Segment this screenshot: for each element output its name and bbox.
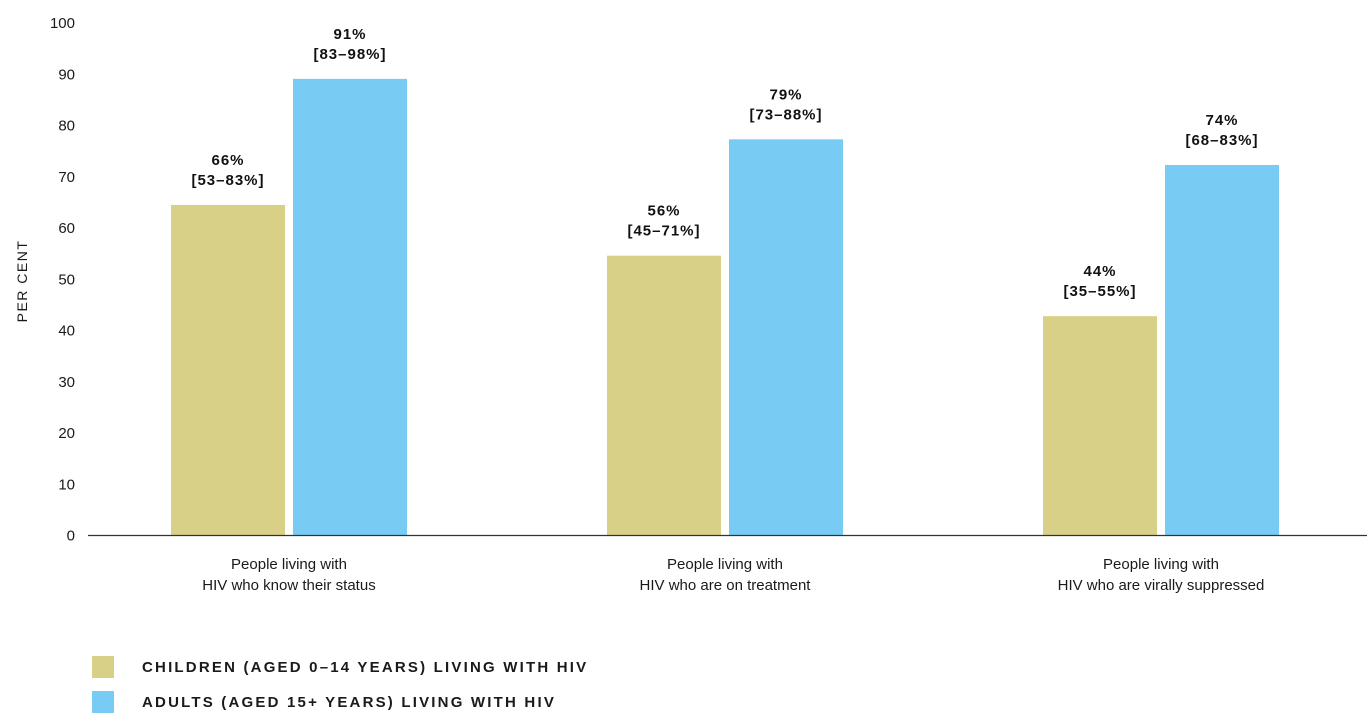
x-category-label: People living with (231, 556, 347, 573)
bar-children (607, 256, 721, 536)
legend-item-adults: ADULTS (AGED 15+ YEARS) LIVING WITH HIV (92, 687, 588, 717)
y-tick-label: 70 (58, 169, 75, 186)
bar-adults (293, 79, 407, 536)
y-tick-label: 40 (58, 323, 75, 340)
data-label-value: 74% (1205, 112, 1238, 129)
data-label-value: 79% (769, 86, 802, 103)
bars (171, 79, 1279, 536)
y-tick-label: 50 (58, 271, 75, 288)
bar-adults (1165, 165, 1279, 536)
data-label-range: [68–83%] (1185, 132, 1258, 149)
x-axis-labels: People living with HIV who know their sta… (202, 556, 1264, 594)
bar-children (171, 205, 285, 536)
y-axis: 0 10 20 30 40 50 60 70 80 90 100 (50, 15, 75, 545)
bar-adults (729, 139, 843, 535)
data-label-range: [45–71%] (627, 223, 700, 240)
x-category-label: HIV who are virally suppressed (1058, 577, 1265, 594)
legend-swatch-children (92, 656, 114, 678)
y-tick-label: 60 (58, 220, 75, 237)
y-tick-label: 90 (58, 66, 75, 83)
bar-chart: 0 10 20 30 40 50 60 70 80 90 100 PER CENT 66% [53–8… (0, 0, 1367, 640)
data-label-value: 56% (647, 203, 680, 220)
y-axis-label: PER CENT (14, 240, 30, 323)
data-label-range: [53–83%] (191, 172, 264, 189)
legend-label-children: CHILDREN (AGED 0–14 YEARS) LIVING WITH H… (142, 659, 588, 676)
data-label-range: [35–55%] (1063, 283, 1136, 300)
legend-label-adults: ADULTS (AGED 15+ YEARS) LIVING WITH HIV (142, 694, 556, 711)
y-tick-label: 80 (58, 118, 75, 135)
legend-swatch-adults (92, 691, 114, 713)
x-category-label: People living with (1103, 556, 1219, 573)
data-label-range: [73–88%] (749, 106, 822, 123)
y-tick-label: 30 (58, 374, 75, 391)
x-category-label: People living with (667, 556, 783, 573)
data-label-value: 66% (211, 152, 244, 169)
data-label-value: 44% (1083, 263, 1116, 280)
y-tick-label: 100 (50, 15, 75, 32)
x-category-label: HIV who are on treatment (640, 577, 812, 594)
y-tick-label: 20 (58, 425, 75, 442)
bar-children (1043, 316, 1157, 535)
y-tick-label: 0 (67, 528, 75, 545)
y-tick-label: 10 (58, 476, 75, 493)
x-category-label: HIV who know their status (202, 577, 375, 594)
legend: CHILDREN (AGED 0–14 YEARS) LIVING WITH H… (92, 652, 588, 722)
data-label-range: [83–98%] (313, 46, 386, 63)
legend-item-children: CHILDREN (AGED 0–14 YEARS) LIVING WITH H… (92, 652, 588, 682)
data-label-value: 91% (333, 26, 366, 43)
